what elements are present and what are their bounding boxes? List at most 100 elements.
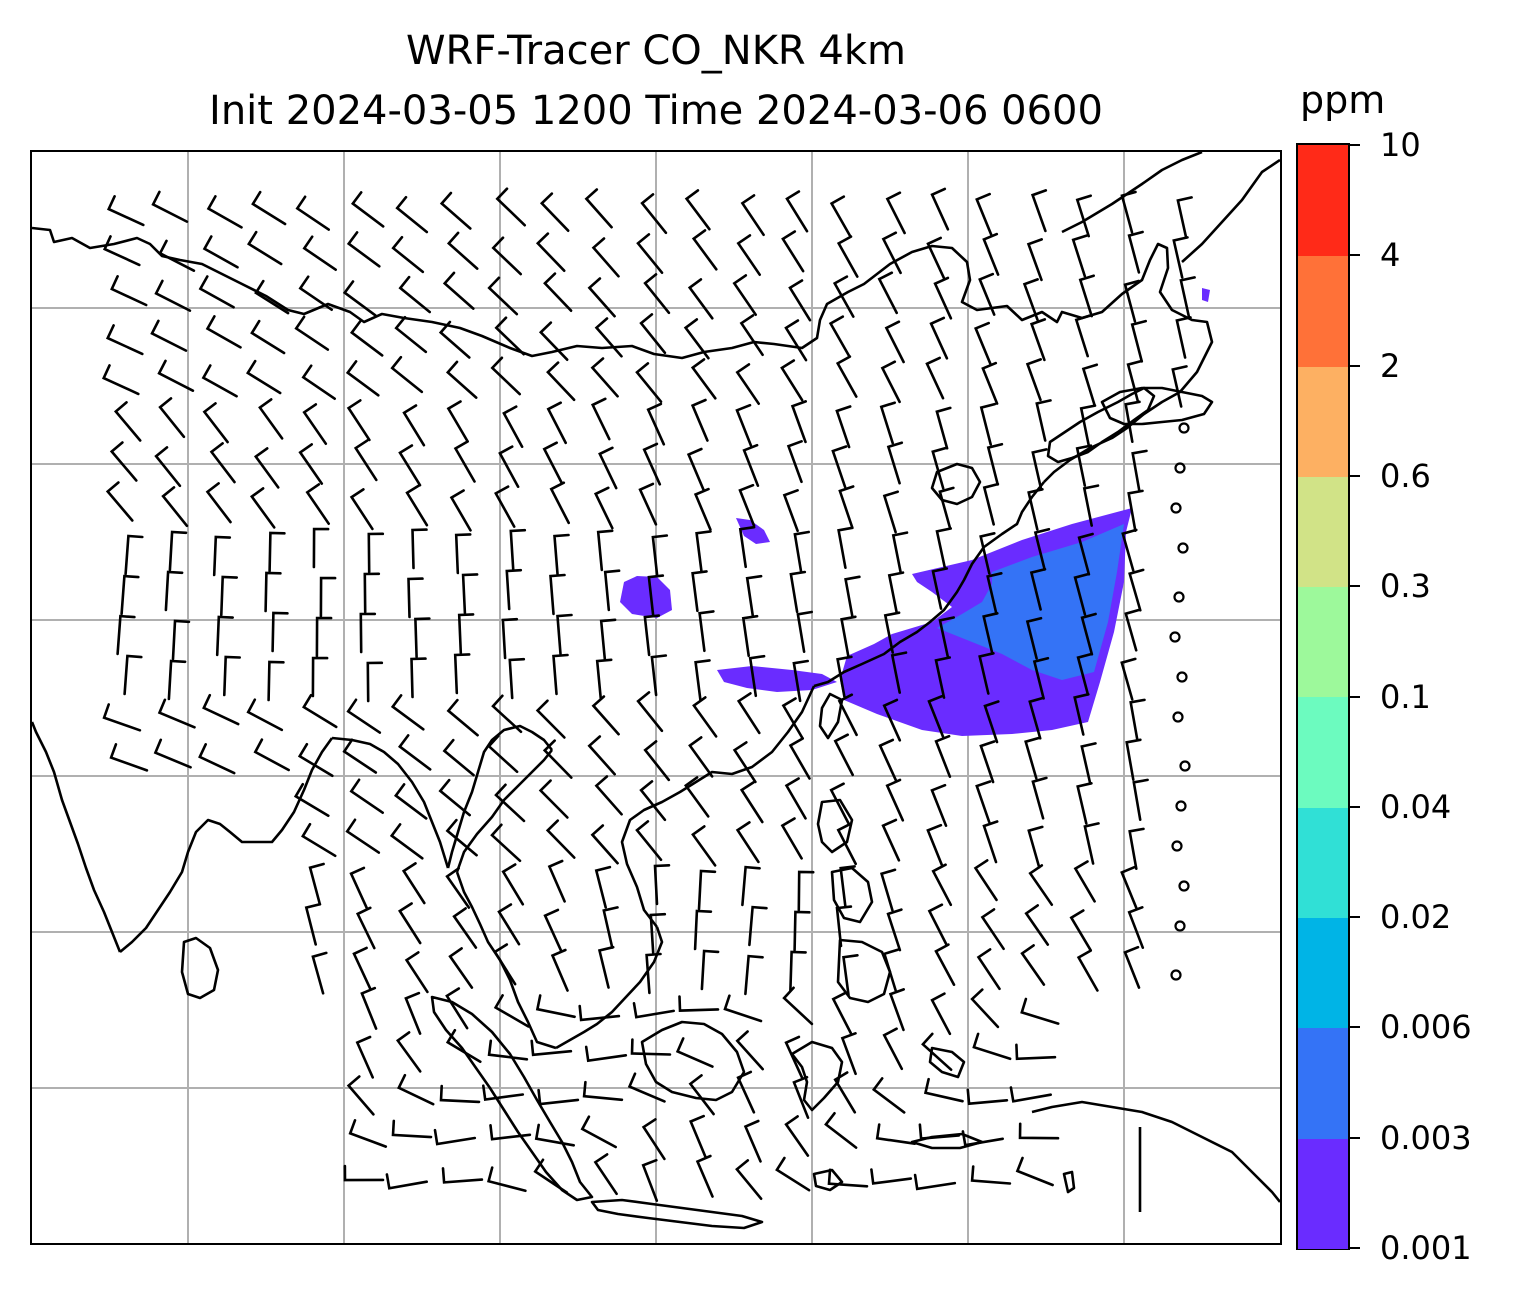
wind-barb [748, 654, 766, 698]
wind-barb [931, 863, 953, 907]
wind-barb [271, 611, 289, 653]
wind-barb [597, 945, 615, 989]
wind-barb [691, 825, 717, 867]
wind-barb [1025, 616, 1043, 660]
wind-barb [390, 694, 425, 731]
wind-barb [691, 570, 708, 613]
wind-barb [602, 906, 619, 949]
wind-barb [439, 1084, 481, 1104]
colorbar-tick [1350, 474, 1360, 477]
colorbar-tick [1350, 1136, 1360, 1139]
colorbar-tick [1350, 916, 1360, 919]
wind-barb [433, 1128, 477, 1146]
wind-barb [694, 659, 711, 702]
wind-barb [879, 868, 897, 912]
wind-barb [158, 397, 186, 439]
wind-barb [1078, 274, 1095, 318]
wind-barb [405, 484, 429, 527]
wind-barb [831, 445, 848, 489]
coastline [1061, 152, 1203, 234]
coastline [430, 995, 594, 1202]
wind-barb [538, 779, 569, 819]
wind-barb [113, 401, 142, 442]
wind-barb [979, 402, 997, 446]
wind-barb [870, 1168, 913, 1185]
wind-barb [836, 655, 853, 698]
wind-barb [966, 1088, 1009, 1106]
colorbar-tick-label: 0.6 [1380, 456, 1431, 495]
wind-barb [785, 190, 809, 233]
wind-barb [982, 612, 999, 655]
wind-barb [784, 1035, 804, 1079]
wind-barb [986, 572, 1003, 615]
wind-barb [549, 573, 566, 616]
wind-barb [545, 819, 576, 859]
wind-barb [547, 859, 566, 903]
wind-barb [743, 1119, 762, 1163]
colorbar-unit: ppm [1300, 78, 1386, 122]
wind-barb [796, 610, 813, 653]
wind-barb [153, 738, 192, 769]
wind-barb [445, 867, 471, 909]
plume-core [937, 524, 1124, 680]
wind-barb [840, 1032, 857, 1076]
colorbar-tick-label: 4 [1380, 236, 1401, 275]
wind-barb [319, 576, 337, 618]
wind-barb [389, 823, 424, 860]
wind-barb [980, 908, 1005, 951]
wind-barb [442, 738, 475, 777]
wind-barb [832, 275, 855, 318]
wind-barb [842, 954, 859, 997]
wind-barb [542, 739, 573, 779]
wind-barb [223, 655, 241, 697]
wind-barb [393, 783, 428, 820]
colorbar-tick [1350, 695, 1360, 698]
wind-barb [723, 994, 763, 1023]
wind-barb [748, 905, 768, 947]
wind-barb [882, 698, 902, 742]
wind-barb [501, 863, 525, 906]
tracer-plume [620, 288, 1210, 736]
colorbar-tick-label: 10 [1380, 126, 1421, 164]
wind-barb [938, 486, 955, 530]
wind-barb [398, 444, 422, 487]
wind-barb [1132, 778, 1149, 821]
wind-barb [349, 488, 374, 531]
wind-barb [301, 822, 337, 858]
wind-barb [591, 695, 620, 736]
wind-barb [367, 532, 385, 574]
wind-barb [982, 232, 1000, 276]
wind-barb [556, 613, 573, 656]
wind-barb [346, 698, 382, 734]
wind-barb [105, 324, 144, 356]
wind-barb [781, 230, 805, 273]
wind-barb [833, 1071, 857, 1114]
wind-barb [651, 534, 669, 577]
wind-barb [1024, 736, 1041, 780]
wind-barb [926, 823, 944, 867]
wind-barb [887, 571, 905, 614]
wind-barb [930, 187, 950, 231]
wind-barb [978, 652, 995, 695]
wind-barb [206, 195, 243, 229]
wind-barb [693, 487, 712, 531]
colorbar-segment [1298, 696, 1348, 808]
wind-barb [882, 1027, 904, 1071]
wind-barb [1130, 319, 1147, 363]
wind-barb [490, 823, 522, 863]
wind-barb [885, 191, 906, 235]
wind-barb [353, 439, 378, 482]
wind-barb [934, 656, 951, 699]
wind-barb [345, 818, 381, 854]
wind-barb [784, 1115, 810, 1157]
plume-patch [736, 518, 770, 544]
wind-barb [580, 1115, 617, 1149]
wind-barb [643, 614, 661, 657]
colorbar-segment [1298, 806, 1348, 919]
wind-calm [1170, 969, 1182, 981]
wind-barb [346, 1075, 375, 1116]
wind-barb [1127, 489, 1144, 532]
wind-barb [198, 743, 236, 775]
wind-barb [123, 654, 143, 696]
wind-barb [1126, 359, 1143, 403]
